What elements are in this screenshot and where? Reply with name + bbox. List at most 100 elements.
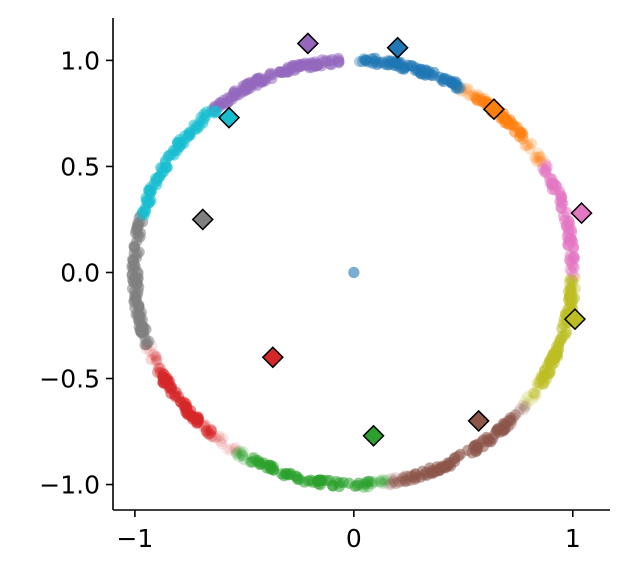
data-point (524, 143, 536, 155)
data-point (353, 55, 366, 68)
data-point (528, 391, 541, 403)
data-point (519, 398, 531, 410)
data-point (453, 81, 465, 94)
data-point (191, 417, 203, 429)
data-point (210, 106, 222, 118)
data-point (536, 155, 548, 167)
data-point (385, 478, 397, 491)
data-point (397, 472, 409, 484)
data-point (162, 379, 174, 391)
data-point (562, 303, 574, 316)
data-point (361, 478, 373, 490)
diamond-marker (362, 424, 385, 447)
scatter-points (126, 52, 581, 493)
data-point (509, 409, 521, 421)
data-point (385, 477, 397, 489)
data-point (375, 476, 387, 488)
data-point (534, 151, 547, 163)
data-point (238, 453, 250, 466)
data-point (237, 450, 249, 462)
data-point (366, 478, 378, 490)
data-point (531, 381, 544, 393)
data-point (396, 474, 408, 487)
data-point (476, 96, 488, 108)
data-point (565, 281, 577, 293)
data-point (330, 476, 342, 488)
diamond-marker (467, 409, 490, 432)
data-point (507, 412, 520, 424)
data-point (532, 147, 544, 159)
data-point (363, 475, 375, 487)
data-point (205, 426, 217, 438)
data-point (445, 76, 457, 88)
data-point (529, 386, 542, 399)
data-point (469, 91, 481, 103)
data-point (397, 472, 409, 484)
data-point (374, 476, 386, 488)
data-point (531, 377, 543, 389)
data-point (470, 92, 482, 104)
data-point (231, 87, 243, 99)
data-point (144, 187, 156, 200)
data-point (537, 378, 549, 390)
data-point (522, 390, 534, 402)
data-point (537, 378, 549, 390)
data-point (229, 442, 241, 454)
data-point (145, 353, 157, 366)
data-point (225, 442, 237, 454)
data-point (263, 69, 275, 81)
data-point (203, 428, 215, 440)
data-point (389, 472, 402, 484)
data-point (471, 438, 484, 450)
data-point (534, 374, 546, 386)
data-point (232, 446, 244, 458)
data-point (387, 475, 400, 488)
data-point (462, 89, 474, 101)
data-point (567, 275, 579, 288)
data-point (393, 476, 405, 488)
data-point (389, 478, 401, 490)
data-point (518, 396, 530, 408)
data-point (127, 259, 139, 272)
data-point (312, 478, 325, 490)
data-point (233, 451, 245, 463)
data-point (566, 275, 578, 287)
data-point (505, 418, 517, 430)
diamond-marker (482, 98, 506, 121)
data-point (385, 472, 397, 485)
data-point (568, 270, 580, 282)
data-point (136, 320, 148, 332)
data-point (376, 477, 388, 490)
center-point-layer (348, 266, 360, 279)
data-point (366, 476, 378, 488)
diamond-marker (191, 208, 214, 231)
data-point (453, 83, 465, 95)
data-point (520, 400, 532, 412)
data-point (553, 337, 565, 349)
diamond-marker (386, 36, 409, 59)
data-point (475, 95, 488, 107)
data-point (224, 444, 236, 457)
data-point (409, 64, 421, 77)
data-point (535, 156, 547, 168)
data-point (563, 277, 575, 289)
data-point (205, 430, 218, 442)
data-point (532, 151, 544, 163)
data-point (381, 474, 393, 486)
data-point (569, 272, 581, 284)
data-point (143, 197, 155, 209)
data-point (231, 448, 243, 460)
data-point (472, 95, 484, 107)
data-point (564, 249, 576, 262)
data-point (253, 456, 265, 468)
data-point (217, 432, 229, 445)
x-ticks: −1 0 1 (116, 510, 581, 553)
data-point (517, 399, 529, 411)
data-point (461, 83, 473, 95)
data-point (559, 214, 571, 227)
data-point (172, 391, 185, 403)
data-point (207, 431, 219, 443)
data-point (181, 132, 193, 144)
data-point (399, 470, 412, 482)
